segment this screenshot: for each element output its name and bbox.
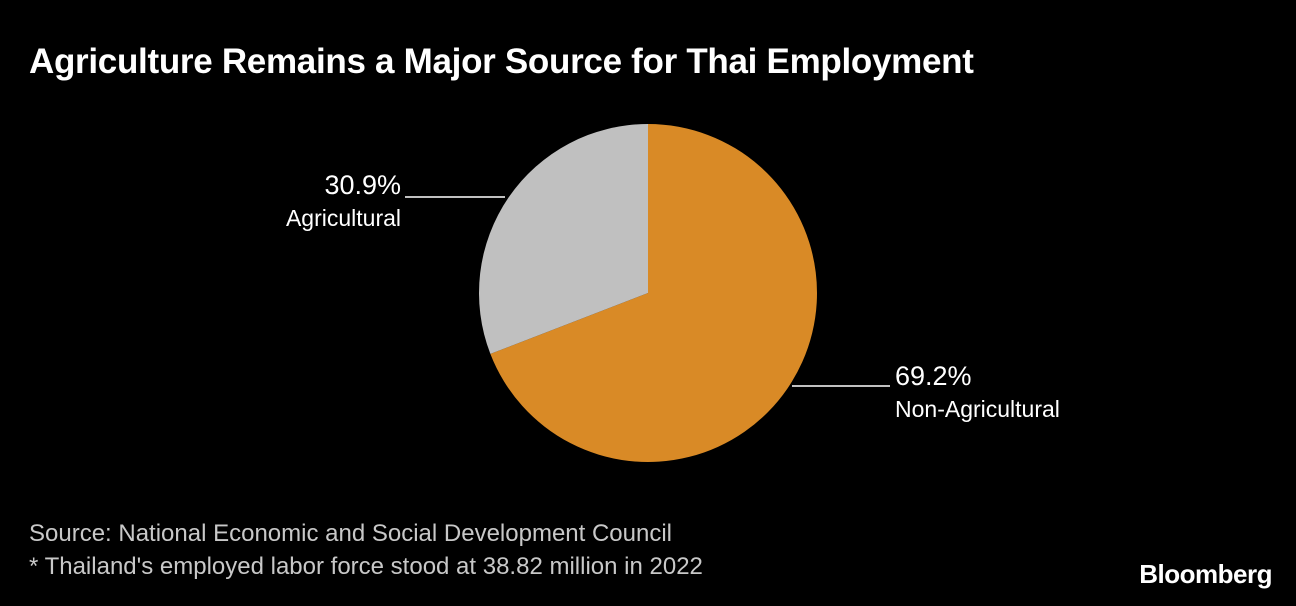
slice-value-non-agricultural: 69.2%	[895, 361, 972, 391]
pie-slices	[479, 124, 818, 462]
pie-slice-non-agricultural	[490, 124, 818, 462]
source-note: Source: National Economic and Social Dev…	[29, 520, 673, 547]
slice-value-agricultural: 30.9%	[324, 170, 401, 200]
chart-title: Agriculture Remains a Major Source for T…	[29, 42, 974, 81]
slice-label-non-agricultural: Non-Agricultural	[895, 396, 1060, 422]
bloomberg-logo: Bloomberg	[1139, 559, 1272, 589]
footnote: * Thailand's employed labor force stood …	[29, 553, 703, 580]
slice-label-agricultural: Agricultural	[286, 205, 401, 231]
pie-slice-agricultural	[479, 124, 648, 354]
